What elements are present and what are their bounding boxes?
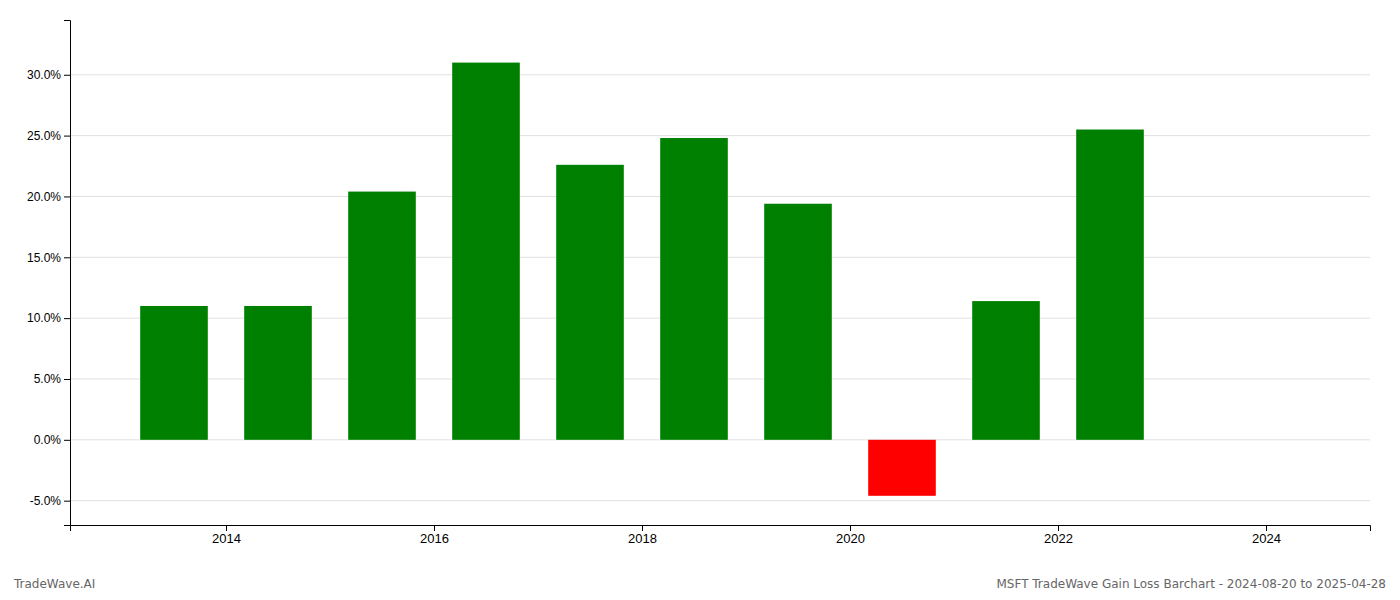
x-tick-label: 2022 <box>1044 531 1073 546</box>
y-tick: -5.0% <box>30 494 70 508</box>
x-tick-mark <box>850 525 851 531</box>
x-tick-label: 2018 <box>628 531 657 546</box>
y-tick-mark <box>64 136 70 137</box>
x-axis-line <box>71 526 1371 532</box>
x-tick: 2020 <box>836 525 865 546</box>
x-tick: 2016 <box>420 525 449 546</box>
y-tick: 0.0% <box>34 433 70 447</box>
bar <box>140 306 208 440</box>
bars <box>140 63 1144 496</box>
y-tick: 5.0% <box>34 372 70 386</box>
x-tick: 2024 <box>1252 525 1281 546</box>
chart: 2014 2016 2018 2020 2022 2024 -5.0% 0.0% 5.0% 10.… <box>0 0 1400 600</box>
bar <box>764 204 832 440</box>
x-tick-label: 2016 <box>420 531 449 546</box>
x-tick: 2014 <box>212 525 241 546</box>
x-tick-label: 2020 <box>836 531 865 546</box>
y-tick-mark <box>64 257 70 258</box>
y-axis-line <box>64 21 71 526</box>
x-tick-mark <box>1058 525 1059 531</box>
y-tick-label: 20.0% <box>27 190 61 204</box>
bar <box>868 440 936 496</box>
bar <box>660 138 728 440</box>
y-tick-mark <box>64 379 70 380</box>
bar <box>452 63 520 440</box>
y-tick: 10.0% <box>27 311 70 325</box>
grid-line <box>70 135 1370 136</box>
y-tick: 20.0% <box>27 190 70 204</box>
footer-text: MSFT TradeWave Gain Loss Barchart - 2024… <box>996 577 1386 591</box>
x-tick-mark <box>434 525 435 531</box>
x-axis: 2014 2016 2018 2020 2022 2024 <box>71 525 1371 546</box>
y-tick: 15.0% <box>27 251 70 265</box>
y-tick-label: 0.0% <box>34 433 62 447</box>
x-tick: 2018 <box>628 525 657 546</box>
y-tick-label: 30.0% <box>27 68 61 82</box>
y-tick-label: 25.0% <box>27 129 61 143</box>
grid <box>70 75 1370 501</box>
bar <box>1180 439 1248 440</box>
footer: TradeWave.AI MSFT TradeWave Gain Loss Bar… <box>13 577 1386 591</box>
bar <box>972 301 1040 440</box>
bar <box>244 306 312 440</box>
x-tick-mark <box>1266 525 1267 531</box>
x-tick-label: 2024 <box>1252 531 1281 546</box>
y-axis: -5.0% 0.0% 5.0% 10.0% 15.0% 20.0% 25.0% 30.0% <box>27 21 71 526</box>
y-tick-label: -5.0% <box>30 494 62 508</box>
bar <box>348 192 416 440</box>
y-tick-mark <box>64 75 70 76</box>
y-tick: 30.0% <box>27 68 70 82</box>
plot-area: 2014 2016 2018 2020 2022 2024 -5.0% 0.0% 5.0% 10.… <box>27 21 1371 547</box>
x-tick-mark <box>642 525 643 531</box>
y-tick-mark <box>64 501 70 502</box>
grid-line <box>70 74 1370 75</box>
grid-line <box>70 500 1370 501</box>
bar <box>1076 130 1144 440</box>
x-tick: 2022 <box>1044 525 1073 546</box>
bar <box>556 165 624 440</box>
y-tick-label: 15.0% <box>27 251 61 265</box>
x-tick-label: 2014 <box>212 531 241 546</box>
y-tick: 25.0% <box>27 129 70 143</box>
y-tick-mark <box>64 318 70 319</box>
y-tick-label: 10.0% <box>27 311 61 325</box>
footer-text: TradeWave.AI <box>13 577 95 591</box>
y-tick-mark <box>64 440 70 441</box>
y-tick-mark <box>64 196 70 197</box>
x-tick-mark <box>226 525 227 531</box>
y-tick-label: 5.0% <box>34 372 62 386</box>
